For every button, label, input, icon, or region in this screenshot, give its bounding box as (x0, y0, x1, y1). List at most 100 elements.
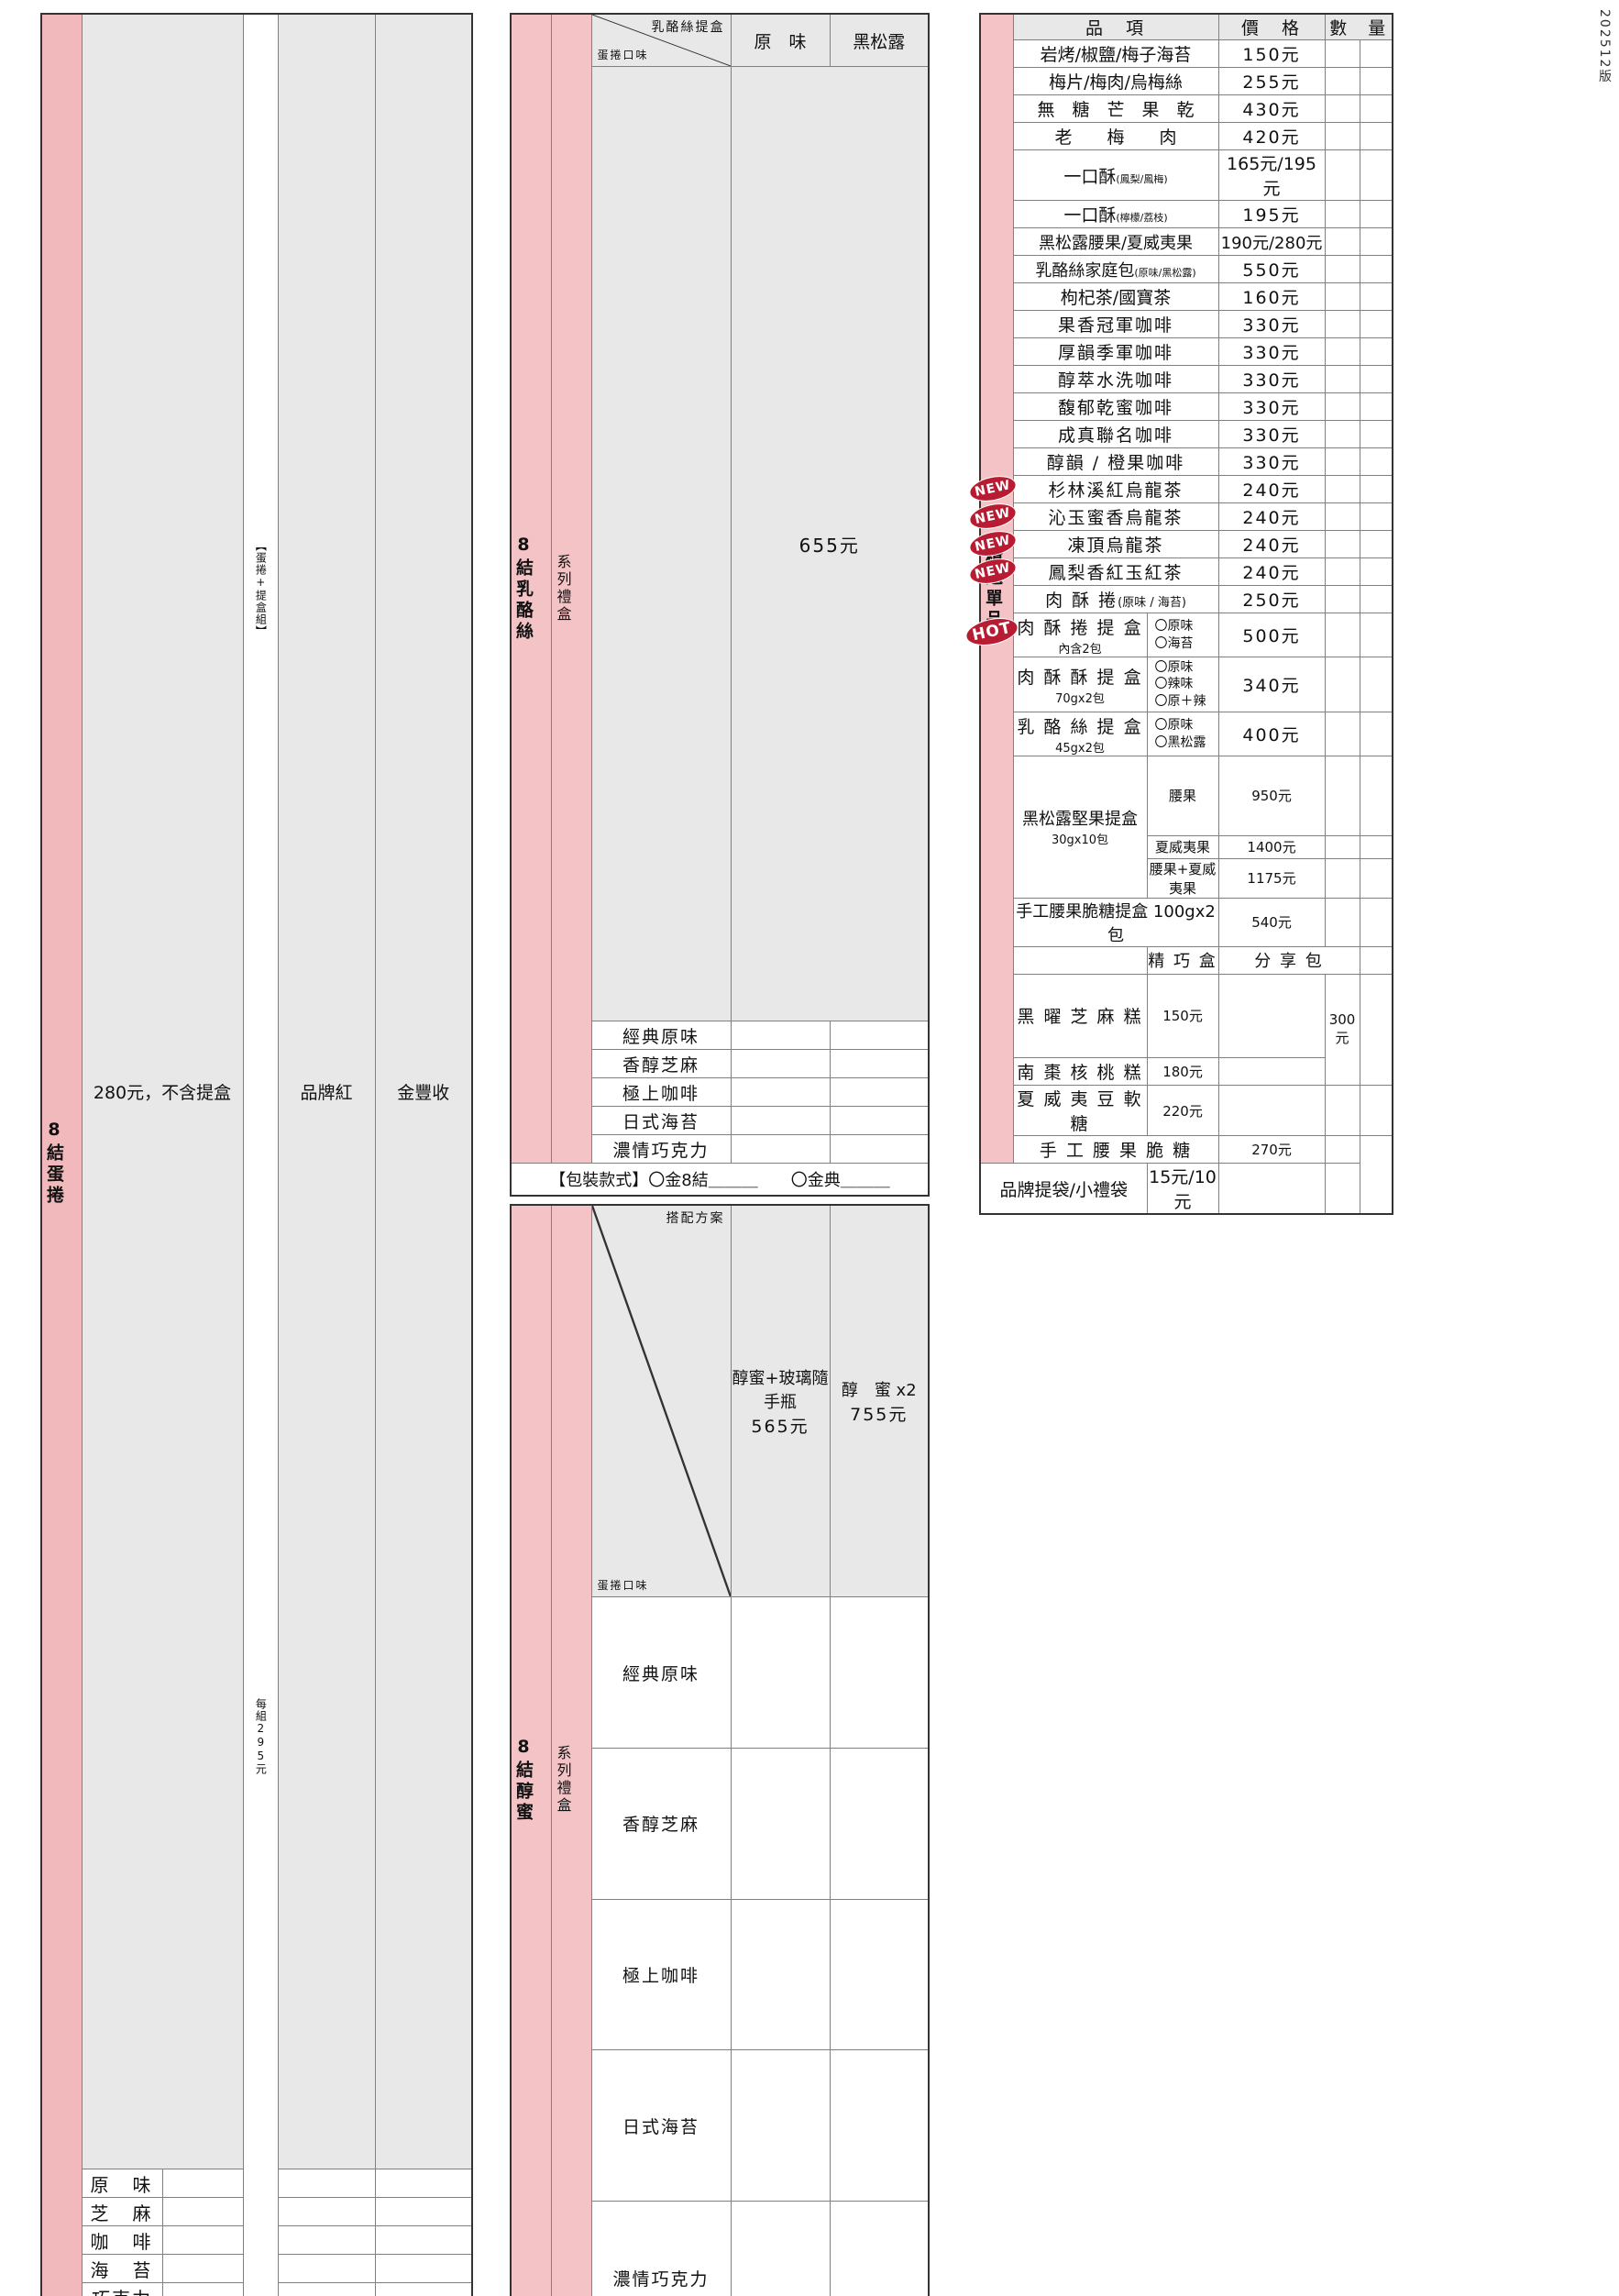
item-qty-cell[interactable] (1360, 123, 1393, 150)
nutbox-qty-cell[interactable] (1325, 756, 1360, 836)
eggroll-qty-cell[interactable] (278, 2283, 375, 2296)
item-qty-cell[interactable] (1325, 531, 1360, 558)
cake-qty-a[interactable] (1218, 1058, 1325, 1086)
item-qty-cell[interactable] (1325, 123, 1360, 150)
honey-qty-cell[interactable] (830, 1597, 929, 1749)
option-choice[interactable]: 〇原味 (1155, 659, 1218, 676)
item-qty-cell[interactable] (1325, 421, 1360, 448)
option-qty-cell[interactable] (1325, 657, 1360, 712)
nutbox-qty-cell[interactable] (1360, 756, 1393, 836)
cheese-qty-cell[interactable] (731, 1078, 830, 1107)
cheese-qty-cell[interactable] (731, 1135, 830, 1164)
item-qty-cell[interactable] (1325, 228, 1360, 256)
item-qty-cell[interactable] (1325, 311, 1360, 338)
item-qty-cell[interactable] (1360, 311, 1393, 338)
item-qty-cell[interactable] (1360, 283, 1393, 311)
honey-qty-cell[interactable] (830, 1748, 929, 1899)
item-qty-cell[interactable] (1325, 338, 1360, 366)
cake-qty-b[interactable] (1360, 974, 1393, 1086)
item-qty-cell[interactable] (1360, 338, 1393, 366)
item-qty-cell[interactable] (1325, 503, 1360, 531)
crisp-qty-cell[interactable] (1325, 898, 1360, 946)
honey-qty-cell[interactable] (830, 2202, 929, 2296)
item-qty-cell[interactable] (1325, 256, 1360, 283)
nutbox-qty-cell[interactable] (1360, 858, 1393, 898)
option-item-choices[interactable]: 〇原味 〇辣味 〇原＋辣 (1147, 657, 1218, 712)
item-qty-cell[interactable] (1360, 448, 1393, 476)
honey-qty-cell[interactable] (830, 1899, 929, 2050)
cake-qty-a[interactable] (1218, 1086, 1325, 1136)
nutbox-qty-cell[interactable] (1325, 858, 1360, 898)
item-qty-cell[interactable] (1325, 201, 1360, 228)
item-qty-cell[interactable] (1325, 558, 1360, 586)
option-item-choices[interactable]: 〇原味 〇黑松露 (1147, 712, 1218, 756)
item-qty-cell[interactable] (1360, 228, 1393, 256)
option-choice[interactable]: 〇海苔 (1155, 635, 1218, 652)
item-qty-cell[interactable] (1360, 68, 1393, 95)
cheese-qty-cell[interactable] (731, 1107, 830, 1135)
honey-qty-cell[interactable] (731, 1597, 830, 1749)
item-qty-cell[interactable] (1325, 366, 1360, 393)
eggroll-qty-cell[interactable] (162, 2169, 243, 2198)
cake-qty-a[interactable] (1218, 974, 1325, 1058)
eggroll-qty-cell[interactable] (375, 2283, 472, 2296)
option-qty-cell[interactable] (1360, 712, 1393, 756)
item-qty-cell[interactable] (1360, 40, 1393, 68)
eggroll-qty-cell[interactable] (375, 2198, 472, 2226)
eggroll-qty-cell[interactable] (162, 2226, 243, 2255)
eggroll-qty-cell[interactable] (278, 2226, 375, 2255)
item-qty-cell[interactable] (1325, 95, 1360, 123)
item-qty-cell[interactable] (1360, 256, 1393, 283)
eggroll-qty-cell[interactable] (162, 2255, 243, 2283)
item-qty-cell[interactable] (1325, 448, 1360, 476)
cheese-qty-cell[interactable] (830, 1021, 929, 1050)
cheese-qty-cell[interactable] (830, 1078, 929, 1107)
nutbox-qty-cell[interactable] (1325, 835, 1360, 858)
option-choice[interactable]: 〇原＋辣 (1155, 693, 1218, 710)
honey-qty-cell[interactable] (731, 1899, 830, 2050)
item-qty-cell[interactable] (1360, 558, 1393, 586)
item-qty-cell[interactable] (1360, 366, 1393, 393)
item-qty-cell[interactable] (1360, 531, 1393, 558)
cake-qty-b[interactable] (1360, 1086, 1393, 1136)
option-qty-cell[interactable] (1325, 712, 1360, 756)
honey-qty-cell[interactable] (830, 2050, 929, 2202)
item-qty-cell[interactable] (1360, 421, 1393, 448)
option-qty-cell[interactable] (1360, 613, 1393, 657)
item-qty-cell[interactable] (1325, 586, 1360, 613)
item-qty-cell[interactable] (1360, 201, 1393, 228)
eggroll-qty-cell[interactable] (375, 2169, 472, 2198)
eggroll-qty-cell[interactable] (162, 2283, 243, 2296)
item-qty-cell[interactable] (1325, 476, 1360, 503)
item-qty-cell[interactable] (1360, 503, 1393, 531)
item-qty-cell[interactable] (1325, 40, 1360, 68)
item-qty-cell[interactable] (1325, 150, 1360, 201)
item-qty-cell[interactable] (1325, 68, 1360, 95)
eggroll-qty-cell[interactable] (375, 2226, 472, 2255)
eggroll-qty-cell[interactable] (278, 2255, 375, 2283)
option-choice[interactable]: 〇黑松露 (1155, 734, 1218, 751)
eggroll-qty-cell[interactable] (278, 2198, 375, 2226)
cheese-qty-cell[interactable] (830, 1135, 929, 1164)
eggroll-qty-cell[interactable] (375, 2255, 472, 2283)
cheese-qty-cell[interactable] (731, 1050, 830, 1078)
item-qty-cell[interactable] (1360, 95, 1393, 123)
cheese-qty-cell[interactable] (731, 1021, 830, 1050)
item-qty-cell[interactable] (1325, 393, 1360, 421)
option-choice[interactable]: 〇原味 (1155, 717, 1218, 734)
cheese-qty-cell[interactable] (830, 1107, 929, 1135)
option-qty-cell[interactable] (1360, 657, 1393, 712)
option-qty-cell[interactable] (1325, 613, 1360, 657)
bag-qty-cell[interactable] (1218, 1164, 1325, 1215)
nutbox-qty-cell[interactable] (1360, 835, 1393, 858)
item-qty-cell[interactable] (1360, 476, 1393, 503)
honey-qty-cell[interactable] (731, 1748, 830, 1899)
cake-qty-b[interactable] (1325, 1136, 1360, 1164)
honey-qty-cell[interactable] (731, 2050, 830, 2202)
item-qty-cell[interactable] (1360, 586, 1393, 613)
honey-qty-cell[interactable] (731, 2202, 830, 2296)
item-qty-cell[interactable] (1325, 283, 1360, 311)
item-qty-cell[interactable] (1360, 393, 1393, 421)
item-qty-cell[interactable] (1360, 150, 1393, 201)
option-item-choices[interactable]: 〇原味 〇海苔 (1147, 613, 1218, 657)
